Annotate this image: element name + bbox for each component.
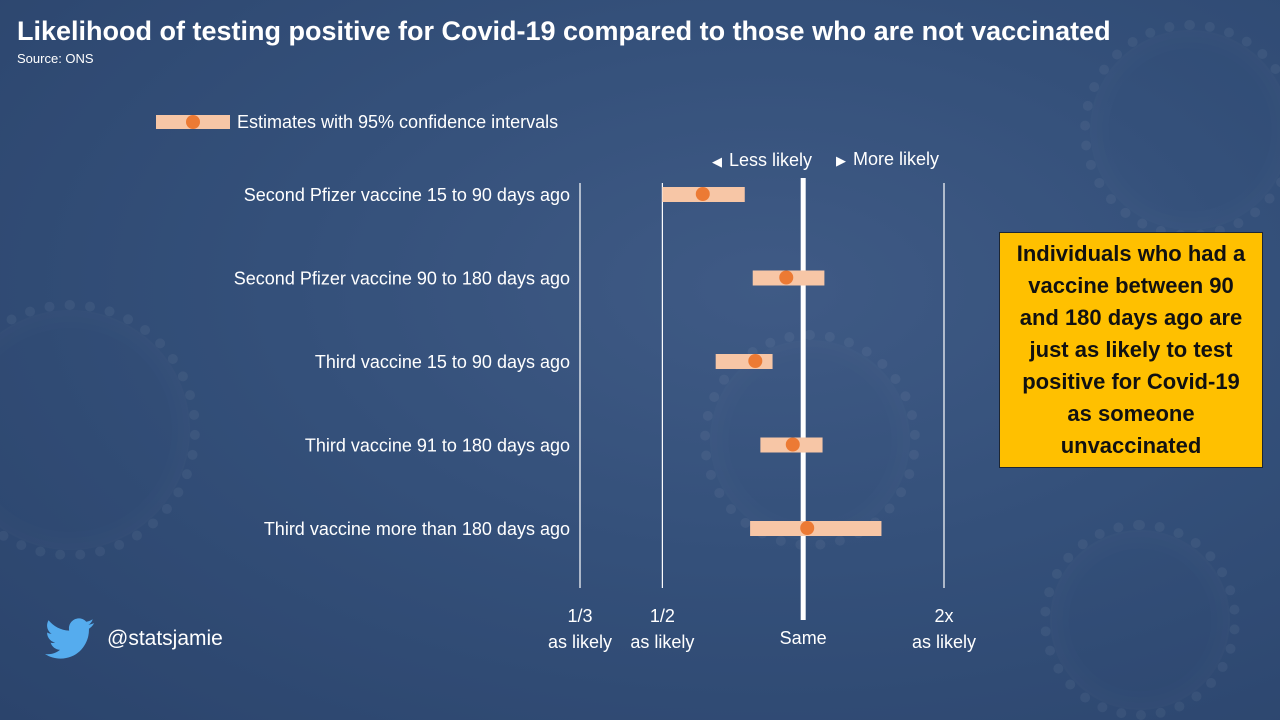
x-tick-label: as likely (630, 632, 694, 652)
direction-less-likely: ◀ Less likely (712, 150, 812, 171)
legend-estimate-dot (186, 115, 200, 129)
estimate-point (785, 437, 800, 452)
category-label: Second Pfizer vaccine 90 to 180 days ago (234, 268, 570, 288)
estimate-point (800, 521, 815, 535)
twitter-handle: @statsjamie (107, 627, 223, 650)
right-triangle-icon: ▶ (836, 153, 846, 168)
background-virus-decoration (700, 330, 920, 550)
x-tick-label: 1/3 (567, 606, 592, 626)
background-virus-decoration (1040, 520, 1240, 720)
x-tick-label: Same (780, 628, 827, 648)
left-triangle-icon: ◀ (712, 154, 722, 169)
x-tick-label: as likely (548, 632, 612, 652)
background-virus-decoration (0, 300, 200, 560)
x-tick-label: as likely (912, 632, 976, 652)
chart-title: Likelihood of testing positive for Covid… (17, 16, 1111, 46)
twitter-bird-icon (45, 618, 95, 659)
callout-text: Individuals who had a vaccine between 90… (1016, 241, 1246, 458)
confidence-interval-bar (715, 354, 773, 369)
category-label: Third vaccine 91 to 180 days ago (305, 435, 570, 455)
estimate-point (779, 270, 794, 285)
estimate-point (695, 187, 710, 201)
confidence-interval-bar (750, 521, 882, 536)
category-label: Third vaccine 15 to 90 days ago (315, 352, 570, 372)
category-label: Second Pfizer vaccine 15 to 90 days ago (244, 185, 570, 205)
legend-swatch (156, 115, 230, 129)
category-label: Third vaccine more than 180 days ago (264, 519, 570, 539)
x-tick-label: 2x (934, 606, 953, 626)
direction-more-label: More likely (853, 149, 940, 169)
legend: Estimates with 95% confidence intervals (156, 110, 558, 134)
direction-less-label: Less likely (729, 150, 813, 170)
direction-more-likely: ▶ More likely (836, 149, 939, 170)
source-note: Source: ONS (17, 51, 94, 66)
x-tick-label: 1/2 (650, 606, 675, 626)
callout-box: Individuals who had a vaccine between 90… (999, 232, 1263, 468)
twitter-credit[interactable]: @statsjamie (45, 618, 223, 660)
legend-label: Estimates with 95% confidence intervals (237, 111, 559, 132)
estimate-point (748, 354, 763, 368)
